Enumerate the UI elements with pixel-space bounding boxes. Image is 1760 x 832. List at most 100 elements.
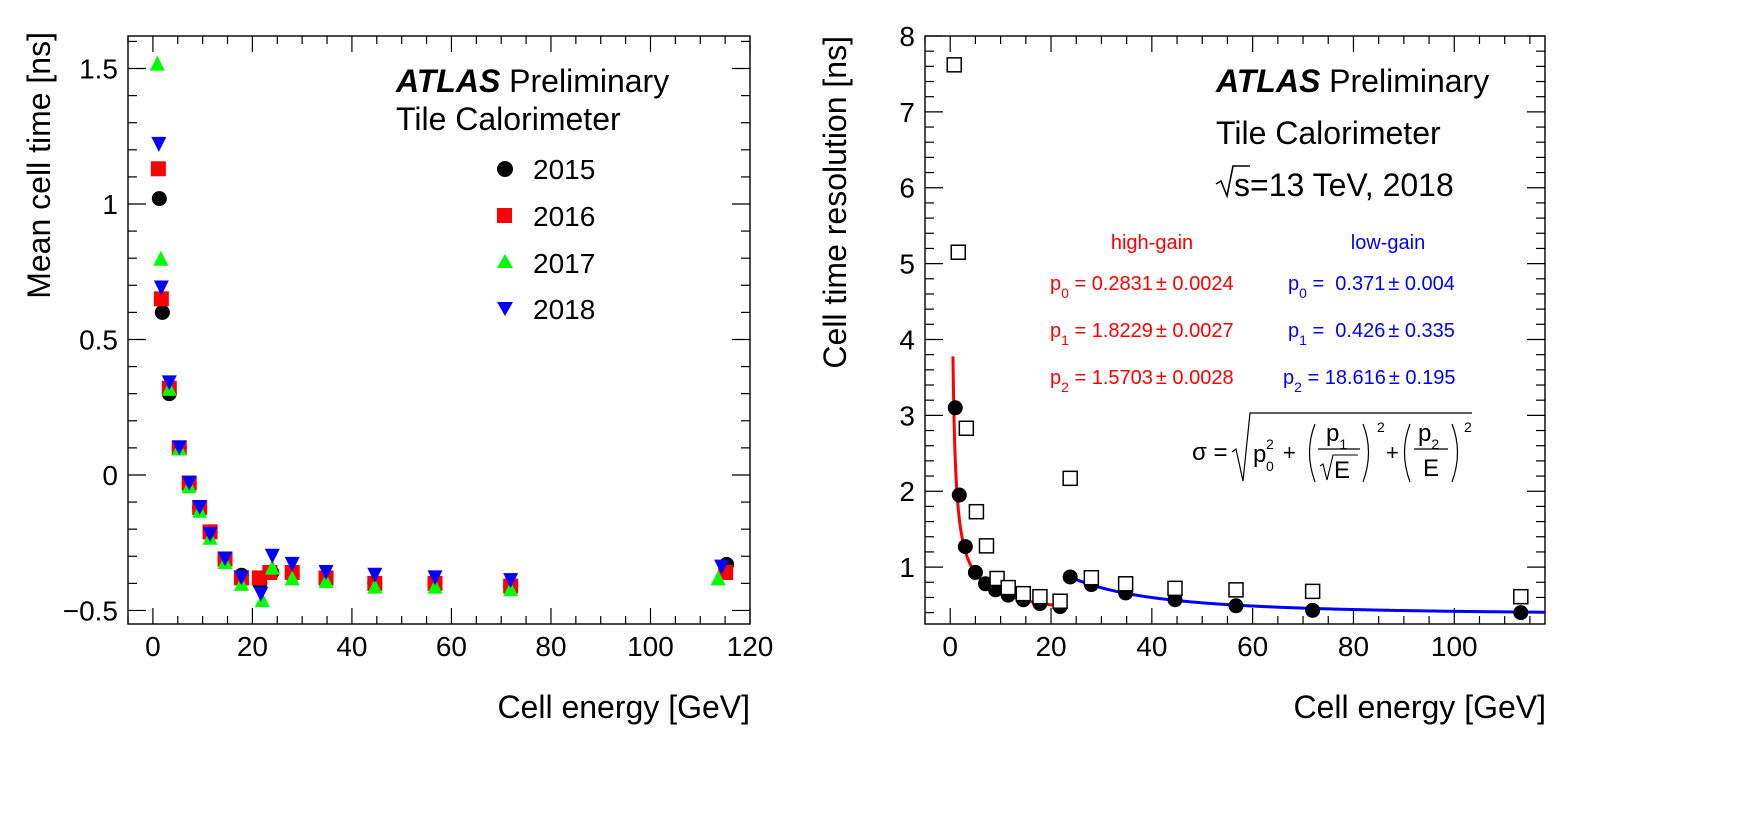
point-2017-1 [153,250,169,266]
high-p0-sym: p [1050,273,1061,295]
left-ytick-label-1: 1 [102,189,118,220]
high-p1-sym: p [1050,320,1061,342]
formula-e: E [1423,455,1439,482]
point-2015-0 [151,191,167,207]
right-ytick-label-8: 8 [899,21,915,52]
point-open-squares-16 [1513,588,1529,605]
point-low-gain-4 [1228,598,1244,614]
low-gain-params: p0 = 0.371 ± 0.004 p1 = 0.426 ± 0.335 p2 =… [1283,273,1455,395]
low-p1-err: 0.335 [1399,320,1455,342]
left-xtick-label-20: 20 [237,631,268,662]
resolution-formula: σ = p 2 0 + p1 E 2 + p2 E 2 [1192,412,1472,484]
point-open-squares-6 [1000,579,1016,596]
point-open-squares-12 [1117,576,1134,592]
left-y-ticks [128,40,750,612]
point-2017-9 [254,592,270,608]
formula-inner-root [1319,454,1358,481]
right-atlas-bold: ATLAS [1215,63,1321,99]
point-2018-0 [151,136,167,152]
low-p0-sub: 0 [1299,285,1307,301]
right-ytick-label-2: 2 [899,476,915,507]
low-p1-sub: 1 [1299,332,1307,348]
point-high-gain-0 [947,400,963,416]
formula-plus-2: + [1386,440,1399,465]
point-2017-10 [264,559,280,575]
point-2017-11 [284,570,300,586]
point-open-squares-15 [1304,583,1321,600]
low-p0-val: = 0.371 [1307,273,1385,295]
right-ytick-label-6: 6 [899,173,915,204]
fit-curve-low-gain [1065,573,1546,614]
point-2018-8 [233,570,249,586]
high-p1-val: = 1.8229 [1069,320,1153,342]
high-gain-header: high-gain [1111,232,1193,254]
point-2016-1 [153,291,169,307]
high-p1-pm: ± [1156,320,1167,342]
point-2018-2 [161,375,177,391]
point-low-gain-6 [1513,605,1529,621]
left-ytick-label-0.5: 0.5 [79,324,118,355]
right-ytick-label-4: 4 [899,324,915,355]
right-ytick-label-1: 1 [899,552,915,583]
point-high-gain-2 [957,539,973,555]
point-open-squares-13 [1167,580,1183,597]
left-x-ticks [127,36,751,624]
low-p2-err: 0.195 [1400,367,1456,389]
high-p0: p0 = 0.2831 ± 0.0024 [1050,273,1234,301]
formula-paren-right-2 [1451,423,1459,483]
high-p2-err: 0.0028 [1167,367,1234,389]
energy-rest: =13 TeV, 2018 [1250,167,1454,203]
right-energy-label: s=13 TeV, 2018 [1215,165,1454,203]
point-high-gain-3 [967,564,983,580]
high-p2-sub: 2 [1061,379,1069,395]
low-p1: p1 = 0.426 ± 0.335 [1288,320,1455,348]
formula-paren-right-1 [1362,423,1370,483]
formula-plus-1: + [1283,440,1296,465]
left-chart: 0 20 40 60 80 100 120 −0.5 0 0.5 1 1.5 Cell energy… [21,32,773,725]
high-p2-sym: p [1050,367,1061,389]
high-p0-pm: ± [1156,273,1167,295]
right-xtick-label-40: 40 [1136,631,1167,662]
energy-sqrt-s: s [1234,167,1250,203]
left-data-points [149,55,735,608]
high-p0-sub: 0 [1061,285,1069,301]
point-2018-16 [714,559,730,575]
legend-2016-marker [497,208,512,223]
point-open-squares-0 [946,57,962,73]
right-atlas-preliminary: Preliminary [1329,63,1489,99]
formula-p1-sub: 1 [1339,436,1347,452]
low-gain-header: low-gain [1351,232,1425,254]
formula-sq-1: 2 [1377,419,1385,435]
right-xtick-label-100: 100 [1431,631,1478,662]
point-2018-7 [217,551,233,567]
formula-outer-root [1231,412,1472,482]
high-p2-val: = 1.5703 [1069,367,1153,389]
high-p1-sub: 1 [1061,332,1069,348]
point-open-squares-14 [1228,582,1244,598]
low-p0: p0 = 0.371 ± 0.004 [1288,273,1455,301]
point-2018-13 [367,567,383,583]
high-p0-err: 0.0024 [1167,273,1234,295]
right-ytick-label-5: 5 [899,249,915,280]
left-legend: 2015 2016 2017 2018 [497,154,595,325]
right-fit-curves [951,356,1546,614]
point-2018-1 [153,280,169,296]
right-y-ticks [925,35,1545,614]
low-p2-pm: ± [1389,367,1400,389]
legend-2017-marker [497,254,513,268]
point-2018-4 [181,475,197,491]
low-p2-sym: p [1283,367,1294,389]
right-ytick-label-3: 3 [899,400,915,431]
left-xtick-label-0: 0 [145,631,161,662]
right-y-tick-labels: 1 2 3 4 5 6 7 8 [899,21,915,583]
point-open-squares-4 [978,538,995,554]
formula-p0-sym: p [1253,441,1266,468]
right-y-axis-label: Cell time resolution [ns] [817,36,853,369]
low-p1-val: = 0.426 [1307,320,1385,342]
left-y-axis-label: Mean cell time [ns] [21,32,57,299]
point-open-squares-11 [1083,569,1100,586]
point-2017-0 [149,55,165,71]
formula-paren-left-2 [1403,423,1411,483]
